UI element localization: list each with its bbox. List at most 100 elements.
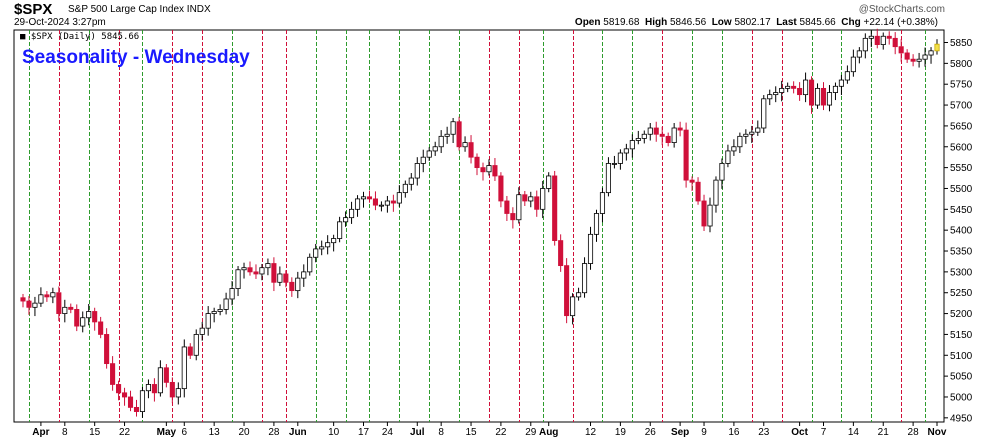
candle-body bbox=[916, 58, 922, 62]
candle-body bbox=[850, 56, 856, 73]
candle-body bbox=[820, 87, 827, 106]
x-tick-label: 20 bbox=[238, 427, 250, 438]
candle-body bbox=[32, 302, 38, 308]
candle-body bbox=[139, 390, 146, 412]
x-tick-label: Aug bbox=[539, 427, 558, 438]
candle-body bbox=[116, 384, 122, 394]
candle-body bbox=[814, 87, 821, 106]
y-tick-label: 5750 bbox=[950, 80, 973, 91]
y-tick-label: 5250 bbox=[950, 288, 973, 299]
candle-body bbox=[480, 167, 486, 173]
candle-body bbox=[384, 200, 390, 206]
chg-value: +22.14 (+0.38%) bbox=[863, 17, 939, 28]
x-tick-label: 7 bbox=[821, 427, 827, 438]
y-tick-label: 5150 bbox=[950, 330, 973, 341]
y-tick-label: 5100 bbox=[950, 351, 973, 362]
candle-body bbox=[80, 317, 86, 327]
candle-body bbox=[898, 46, 904, 54]
candle-body bbox=[773, 92, 779, 96]
candle-body bbox=[44, 294, 50, 298]
last-value: 5845.66 bbox=[799, 17, 836, 28]
candle-body bbox=[653, 127, 659, 135]
candle-body bbox=[486, 165, 492, 173]
candle-body bbox=[558, 240, 564, 267]
candle-body bbox=[187, 346, 193, 356]
candle-body bbox=[444, 133, 450, 137]
candle-body bbox=[779, 87, 785, 93]
candle-body bbox=[223, 298, 229, 310]
candle-body bbox=[217, 309, 223, 312]
candle-body bbox=[468, 142, 474, 158]
candle-body bbox=[253, 271, 259, 275]
candle-body bbox=[38, 294, 44, 304]
candle-body bbox=[510, 213, 516, 221]
candle-body bbox=[175, 388, 181, 398]
candle-body bbox=[683, 129, 689, 181]
candle-body bbox=[904, 52, 910, 60]
candle-body bbox=[576, 292, 582, 298]
y-tick-label: 5000 bbox=[950, 392, 973, 403]
candle-body bbox=[743, 133, 749, 137]
candle-body bbox=[534, 196, 540, 210]
candle-body bbox=[677, 127, 683, 131]
candle-body bbox=[408, 177, 414, 185]
candle-body bbox=[199, 327, 205, 335]
candle-body bbox=[74, 309, 80, 327]
chart-header: $SPX S&P 500 Large Cap Index INDX 29-Oct… bbox=[0, 0, 990, 30]
candle-body bbox=[420, 156, 426, 164]
candle-body bbox=[26, 300, 32, 308]
candle-body bbox=[229, 288, 235, 300]
candle-body bbox=[826, 92, 833, 106]
candle-body bbox=[528, 196, 534, 202]
candle-body bbox=[307, 256, 313, 273]
candle-body bbox=[62, 306, 68, 314]
candle-body bbox=[277, 273, 283, 283]
candle-body bbox=[587, 233, 594, 264]
y-tick-label: 5450 bbox=[950, 205, 973, 216]
last-label: Last bbox=[776, 17, 797, 28]
candle-body bbox=[20, 297, 26, 302]
candle-body bbox=[145, 384, 151, 392]
candle-body bbox=[462, 142, 468, 148]
candle-body bbox=[205, 313, 211, 329]
candle-body bbox=[283, 273, 289, 283]
x-tick-label: May bbox=[157, 427, 177, 438]
candle-body bbox=[791, 85, 797, 89]
candle-body bbox=[725, 150, 731, 164]
candle-body bbox=[92, 311, 98, 323]
candle-body bbox=[629, 140, 635, 150]
x-tick-label: 19 bbox=[615, 427, 627, 438]
x-tick-label: 6 bbox=[182, 427, 188, 438]
y-tick-label: 5300 bbox=[950, 267, 973, 278]
y-tick-label: 5050 bbox=[950, 372, 973, 383]
candle-body bbox=[157, 367, 163, 394]
x-tick-label: 21 bbox=[878, 427, 890, 438]
candle-body bbox=[928, 50, 934, 56]
candle-body bbox=[832, 85, 839, 93]
candle-body bbox=[349, 208, 355, 219]
candle-body bbox=[337, 221, 343, 239]
x-tick-label: 28 bbox=[268, 427, 280, 438]
candle-body bbox=[247, 267, 253, 273]
candle-body bbox=[121, 392, 128, 398]
low-value: 5802.17 bbox=[734, 17, 771, 28]
candle-body bbox=[540, 188, 546, 210]
low-label: Low bbox=[711, 17, 732, 28]
candle-body bbox=[755, 127, 761, 133]
candle-body bbox=[390, 200, 396, 204]
chart-title: Seasonality - Wednesday bbox=[22, 47, 250, 68]
y-tick-label: 5850 bbox=[950, 38, 973, 49]
y-tick-label: 5400 bbox=[950, 226, 973, 237]
x-tick-label: 8 bbox=[438, 427, 444, 438]
x-tick-label: 13 bbox=[209, 427, 221, 438]
candle-body bbox=[593, 213, 600, 235]
open-label: Open bbox=[574, 17, 601, 28]
candle-body bbox=[474, 156, 480, 169]
candle-body bbox=[414, 163, 420, 179]
candle-body bbox=[647, 127, 653, 135]
candle-body bbox=[552, 175, 558, 241]
open-value: 5819.68 bbox=[603, 17, 640, 28]
candle-body bbox=[313, 248, 319, 258]
x-tick-label: Oct bbox=[791, 427, 808, 438]
candle-body bbox=[402, 183, 408, 194]
